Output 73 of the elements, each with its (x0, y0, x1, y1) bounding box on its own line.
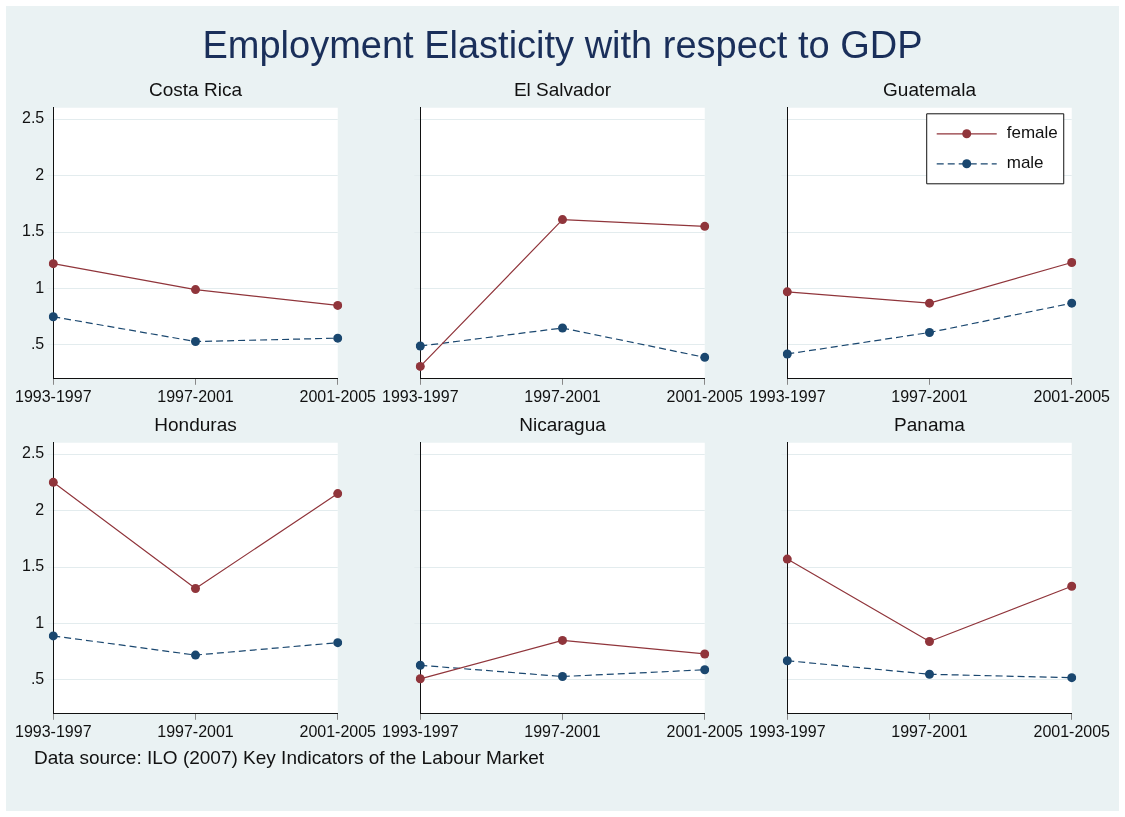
point (925, 637, 934, 647)
y-tick-label: 2.5 (22, 109, 45, 127)
chart-title: Honduras (154, 413, 237, 435)
chart-title: Costa Rica (149, 78, 243, 100)
point (700, 221, 710, 231)
point (558, 635, 567, 645)
point (415, 341, 425, 351)
x-tick-label: 1997-2001 (157, 722, 234, 740)
x-tick-label: 1997-2001 (157, 387, 234, 405)
x-tick-label: 1997-2001 (524, 722, 601, 740)
point (782, 349, 792, 359)
point (925, 328, 934, 337)
legend-label: male (1006, 153, 1044, 173)
point (415, 361, 425, 371)
chart-title: Guatemala (883, 78, 977, 100)
point (48, 259, 58, 269)
point (1067, 258, 1077, 267)
point (415, 674, 425, 684)
x-tick-label: 2001-2005 (666, 387, 744, 405)
text: Employment Elasticity with respect to GDP (201, 23, 924, 68)
y-tick-label: 1.5 (22, 557, 45, 575)
x-tick-label: 1993-1997 (15, 722, 92, 740)
y-tick-label: .5 (30, 335, 45, 353)
x-tick-label: 1997-2001 (524, 387, 601, 405)
y-tick-label: 2 (35, 165, 45, 183)
point (333, 300, 343, 310)
point (558, 672, 567, 682)
point (558, 215, 567, 225)
point (191, 285, 200, 295)
point (700, 649, 710, 659)
legend-label: female (1006, 123, 1058, 143)
x-tick-label: 1993-1997 (382, 722, 459, 740)
x-tick-label: 1997-2001 (891, 387, 968, 405)
point (925, 298, 934, 308)
y-tick-label: 1 (35, 278, 45, 296)
point (782, 656, 792, 666)
x-tick-label: 2001-2005 (666, 722, 744, 740)
x-tick-label: 1997-2001 (891, 722, 968, 740)
point (415, 660, 425, 670)
point (48, 477, 58, 487)
point (782, 554, 792, 564)
point (333, 333, 343, 343)
y-tick-label: 1.5 (22, 222, 45, 240)
point (191, 650, 200, 660)
x-tick-label: 2001-2005 (299, 722, 377, 740)
point (1067, 673, 1077, 683)
point (925, 669, 934, 679)
y-tick-label: 2.5 (22, 444, 45, 462)
chart-title: Nicaragua (519, 413, 607, 435)
y-tick-label: 2 (35, 500, 45, 518)
point (191, 337, 200, 347)
chart-title: Panama (894, 413, 966, 435)
x-tick-label: 1993-1997 (749, 387, 826, 405)
point (48, 631, 58, 641)
x-tick-label: 1993-1997 (749, 722, 826, 740)
point (48, 312, 58, 322)
y-tick-label: 1 (35, 613, 45, 631)
x-tick-label: 1993-1997 (382, 387, 459, 405)
point (333, 489, 343, 499)
point (700, 665, 710, 675)
point (558, 323, 567, 333)
x-tick-label: 1993-1997 (15, 387, 92, 405)
point (700, 352, 710, 362)
point (1067, 298, 1077, 308)
x-tick-label: 2001-2005 (299, 387, 377, 405)
x-tick-label: 2001-2005 (1033, 722, 1111, 740)
y-tick-label: .5 (30, 670, 45, 688)
point (191, 583, 200, 593)
x-tick-label: 2001-2005 (1033, 387, 1111, 405)
source-note: Data source: ILO (2007) Key Indicators of the Labour Market (33, 747, 546, 769)
chart-title: El Salvador (513, 78, 612, 100)
point (333, 638, 343, 648)
point (1067, 581, 1077, 591)
